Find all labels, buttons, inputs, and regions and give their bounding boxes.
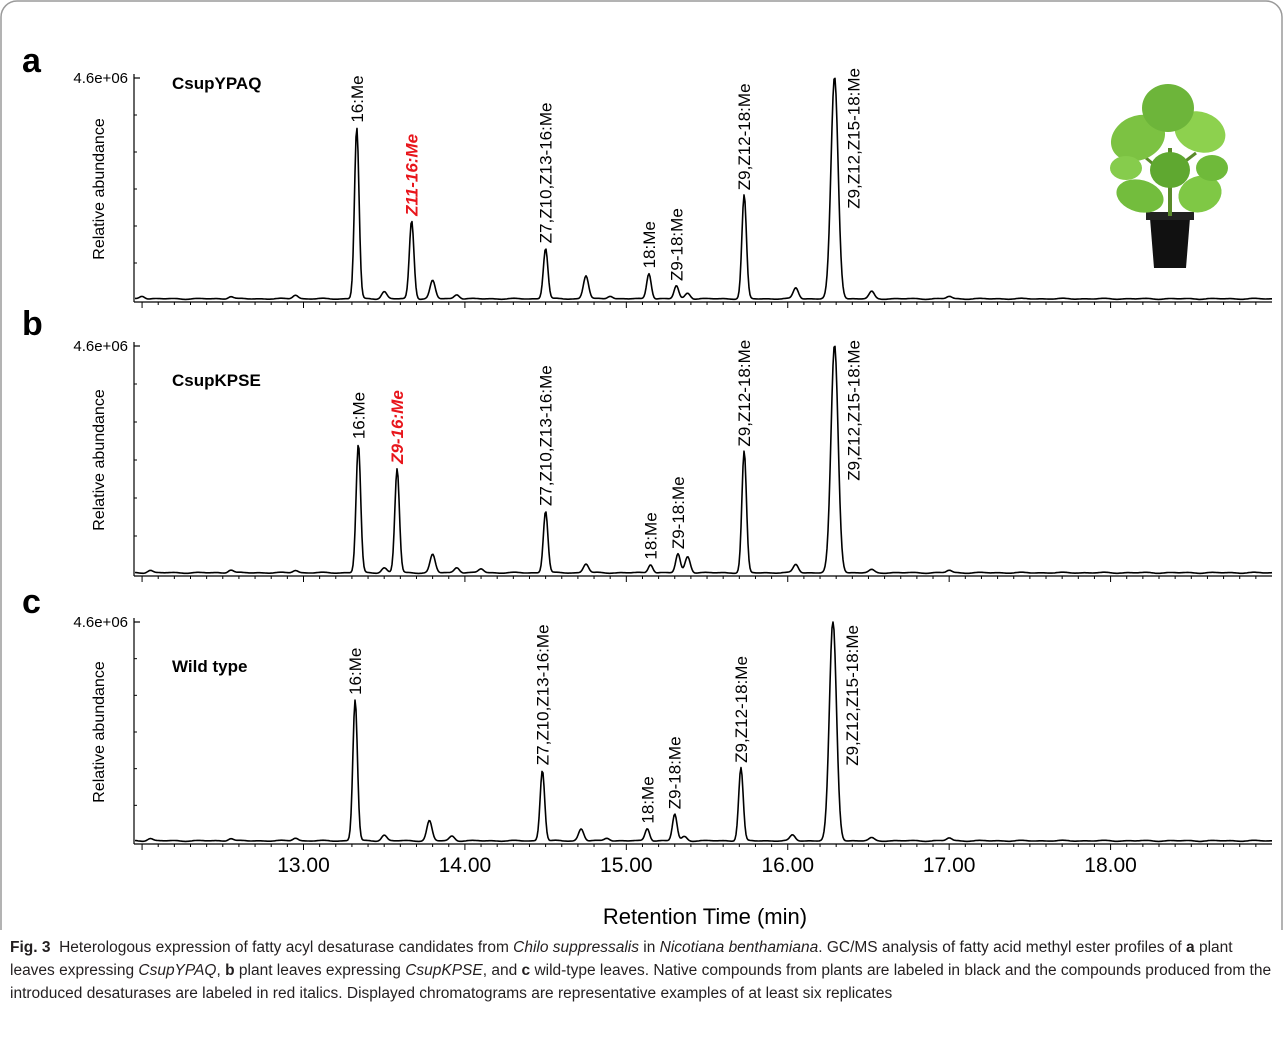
- sample-name: CsupKPSE: [172, 371, 261, 390]
- y-axis-label: Relative abundance: [91, 118, 108, 260]
- caption-segment: , and: [482, 962, 522, 979]
- peak-label: Z9-18:Me: [669, 476, 688, 549]
- y-max-label: 4.6e+06: [73, 614, 128, 631]
- x-tick-label: 16.00: [761, 854, 814, 877]
- caption-segment: plant leaves expressing: [10, 939, 1233, 979]
- x-axis: 13.00 14.00 15.00 16.00 17.00 18.00: [277, 854, 1137, 877]
- chromatogram-panel-a: a CsupYPAQ 4.6e+06 Relative abundance 16:Me Z…: [22, 42, 1272, 308]
- peak-label: Z9,Z12-18:Me: [735, 83, 754, 190]
- x-tick-label: 17.00: [923, 854, 976, 877]
- x-tick-label: 14.00: [439, 854, 492, 877]
- panel-letter: a: [22, 42, 42, 80]
- caption-segment: Heterologous expression of fatty acyl de…: [59, 939, 514, 956]
- caption-segment: a: [1186, 939, 1195, 956]
- peak-label: Z9,Z12-18:Me: [735, 340, 754, 447]
- x-tick-label: 18.00: [1084, 854, 1137, 877]
- caption-body: Heterologous expression of fatty acyl de…: [10, 939, 1271, 1002]
- caption-segment: b: [225, 962, 235, 979]
- peak-label: 16:Me: [348, 75, 367, 122]
- caption-segment: CsupKPSE: [405, 962, 483, 979]
- peak-label: Z9-18:Me: [667, 208, 686, 281]
- chromatogram-trace: [134, 621, 1272, 843]
- caption-segment: c: [521, 962, 531, 979]
- chromatogram-trace: [134, 345, 1273, 575]
- panel-letter: b: [22, 305, 43, 343]
- peak-label: Z9,Z12,Z15-18:Me: [845, 68, 864, 209]
- peak-label: Z9-16:Me: [388, 390, 407, 465]
- peak-label: 16:Me: [346, 648, 365, 695]
- panel-letter: c: [22, 583, 41, 621]
- chromatogram-panels: a CsupYPAQ 4.6e+06 Relative abundance 16:Me Z…: [22, 42, 1273, 850]
- caption-segment: CsupYPAQ: [138, 962, 217, 979]
- peak-label: 16:Me: [349, 392, 368, 439]
- caption-segment: Nicotiana benthamiana: [659, 939, 819, 956]
- peak-label: Z9-18:Me: [666, 736, 685, 809]
- y-max-label: 4.6e+06: [73, 70, 128, 87]
- x-tick-label: 15.00: [600, 854, 653, 877]
- caption-segment: in: [638, 939, 660, 956]
- sample-name: CsupYPAQ: [172, 74, 261, 93]
- peak-label: Z9,Z12,Z15-18:Me: [845, 340, 864, 481]
- chromatogram-panel-b: b CsupKPSE 4.6e+06 Relative abundance 16:Me Z…: [22, 305, 1273, 582]
- chromatogram-panel-c: c Wild type 4.6e+06 Relative abundance 16:Me…: [22, 583, 1272, 850]
- sample-name: Wild type: [172, 657, 247, 676]
- peak-label: Z7,Z10,Z13-16:Me: [537, 103, 556, 244]
- chromatogram-figure: a CsupYPAQ 4.6e+06 Relative abundance 16:Me Z…: [0, 0, 1283, 930]
- y-max-label: 4.6e+06: [73, 338, 128, 355]
- y-axis-label: Relative abundance: [91, 661, 108, 803]
- x-axis-label: Retention Time (min): [603, 904, 807, 929]
- caption-fig-label: Fig. 3: [10, 939, 51, 956]
- caption-segment: wild-type leaves. Native compounds from …: [10, 962, 1272, 1002]
- figure-border: [0, 0, 1283, 930]
- peak-label: 18:Me: [642, 512, 661, 559]
- chromatogram-trace: [135, 77, 1272, 301]
- peak-label: Z11-16:Me: [403, 134, 422, 217]
- caption-segment: . GC/MS analysis of fatty acid methyl es…: [818, 939, 1187, 956]
- peak-label: 18:Me: [638, 776, 657, 823]
- peak-label: Z7,Z10,Z13-16:Me: [537, 365, 556, 506]
- peak-label: Z9,Z12-18:Me: [732, 656, 751, 763]
- peak-label: 18:Me: [640, 221, 659, 268]
- peak-label: Z7,Z10,Z13-16:Me: [533, 624, 552, 765]
- caption-segment: plant leaves expressing: [234, 962, 406, 979]
- x-tick-label: 13.00: [277, 854, 330, 877]
- figure-caption: Fig. 3 Heterologous expression of fatty …: [10, 936, 1272, 1005]
- y-axis-label: Relative abundance: [91, 389, 108, 531]
- caption-segment: Chilo suppressalis: [513, 939, 639, 956]
- potted-plant-icon: [1110, 84, 1228, 268]
- caption-segment: ,: [216, 962, 226, 979]
- peak-label: Z9,Z12,Z15-18:Me: [843, 625, 862, 766]
